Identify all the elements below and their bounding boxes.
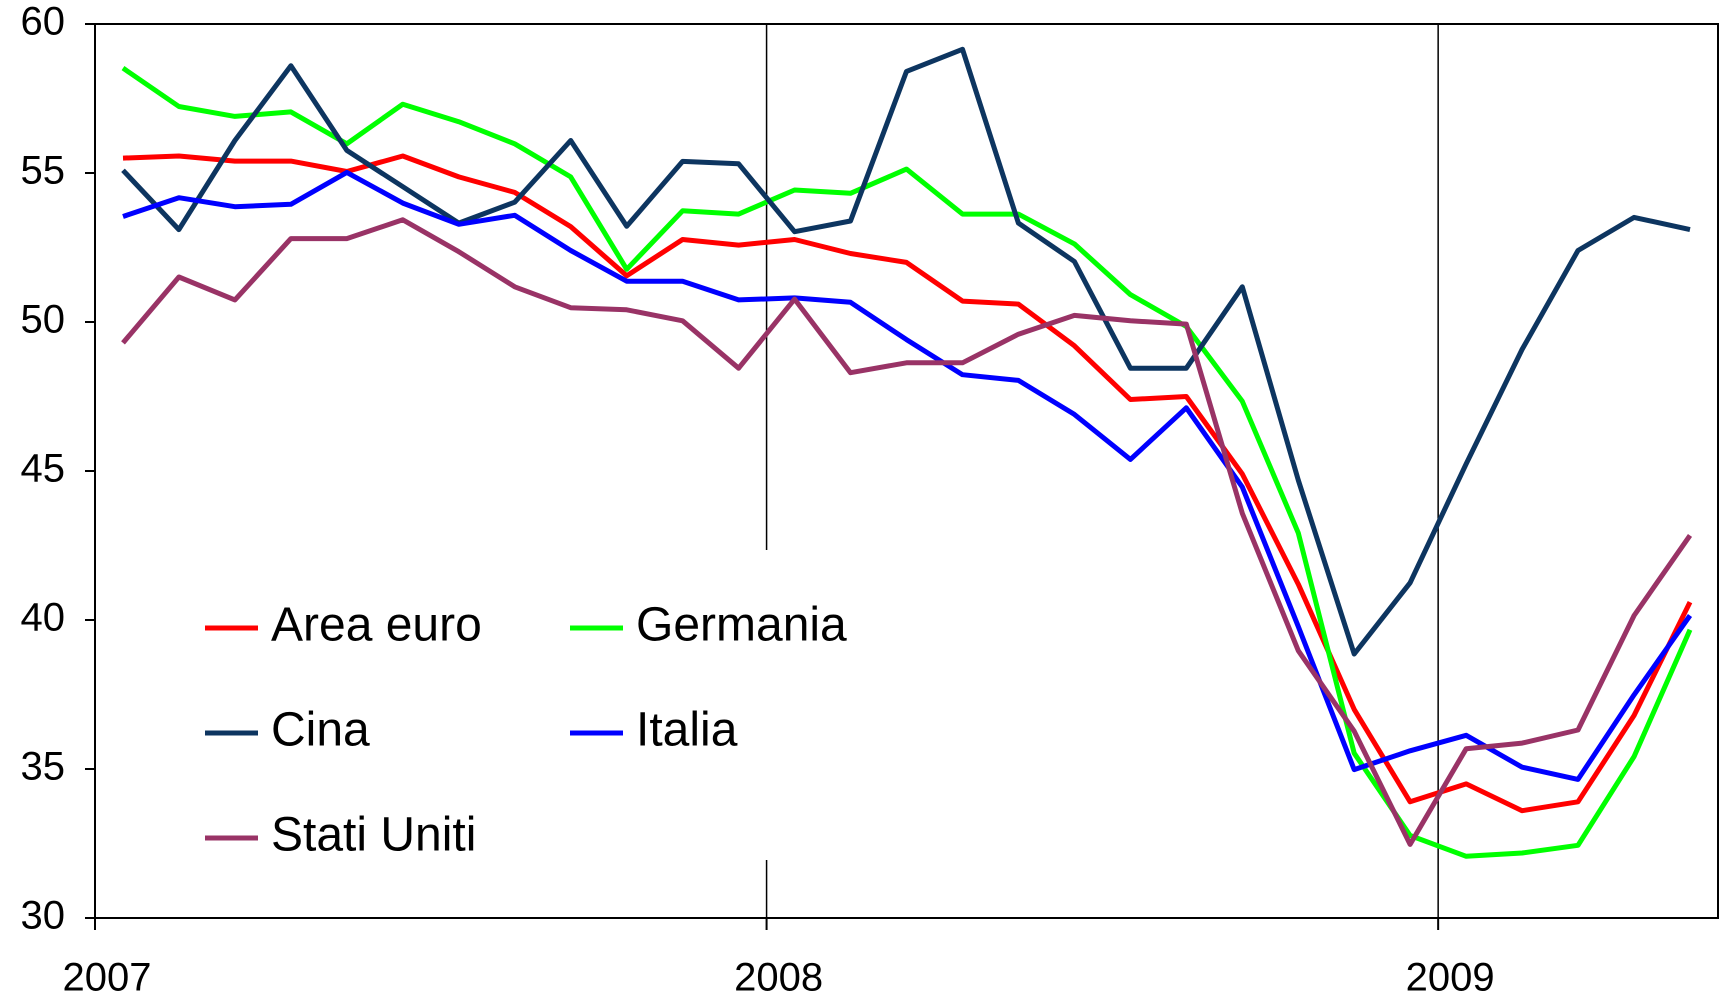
x-tick-label: 2009 (1406, 956, 1495, 1000)
legend-label: Italia (636, 704, 738, 757)
series-line (122, 153, 1693, 814)
series-line (121, 217, 1693, 847)
y-tick-label: 45 (21, 447, 66, 491)
series-line (121, 66, 1693, 859)
y-tick-label: 55 (21, 149, 66, 193)
legend-label: Area euro (271, 599, 482, 652)
x-tick-label: 2008 (734, 956, 823, 1000)
series-line (122, 169, 1693, 782)
series-line (121, 46, 1691, 657)
y-tick-label: 35 (21, 745, 66, 789)
y-tick-label: 50 (21, 298, 66, 342)
y-tick-label: 40 (21, 596, 66, 640)
legend-label: Cina (271, 704, 370, 757)
y-tick-label: 30 (21, 894, 66, 938)
legend-label: Stati Uniti (271, 809, 476, 862)
x-tick-label: 2007 (63, 956, 152, 1000)
y-tick-label: 60 (21, 0, 66, 44)
plot-frame (94, 23, 1719, 919)
legend-label: Germania (636, 599, 847, 652)
legend-background (185, 550, 905, 860)
